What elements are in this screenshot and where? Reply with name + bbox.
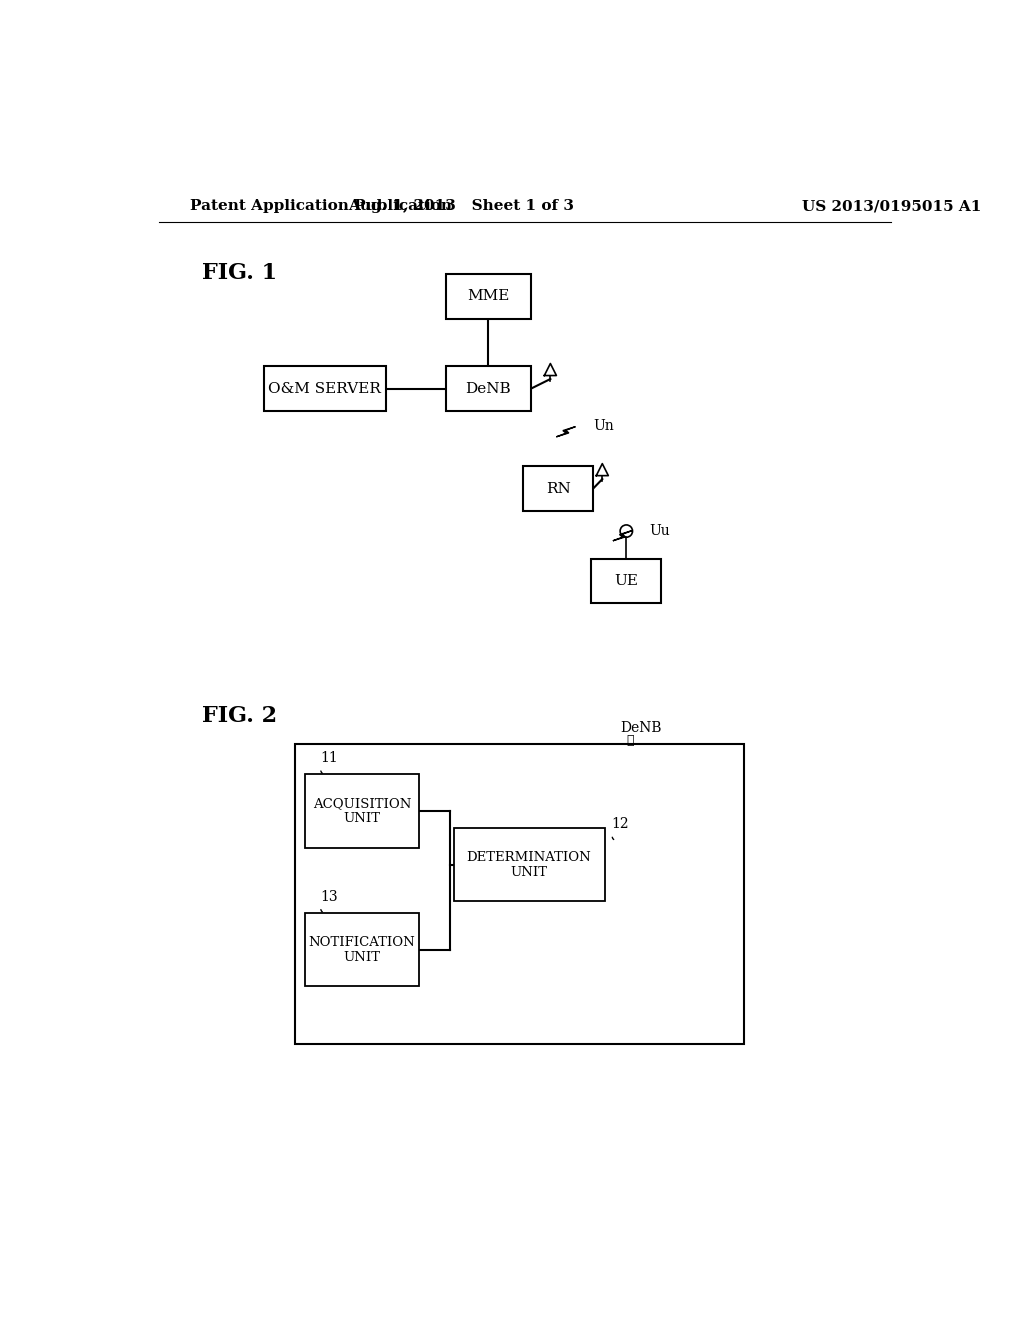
Text: 13: 13 [321, 890, 338, 904]
Text: DeNB: DeNB [621, 721, 662, 734]
Text: FIG. 1: FIG. 1 [202, 263, 276, 284]
Text: FIG. 2: FIG. 2 [202, 705, 276, 727]
Bar [454, 829, 604, 902]
Text: 12: 12 [611, 817, 629, 832]
Bar [305, 775, 420, 847]
Text: Aug. 1, 2013   Sheet 1 of 3: Aug. 1, 2013 Sheet 1 of 3 [348, 199, 574, 213]
Text: ACQUISITION
UNIT: ACQUISITION UNIT [313, 797, 412, 825]
Polygon shape [613, 531, 632, 541]
Bar [263, 367, 386, 411]
Text: Un: Un [593, 420, 613, 433]
Bar [592, 558, 662, 603]
Text: DETERMINATION
UNIT: DETERMINATION UNIT [467, 851, 592, 879]
Text: RN: RN [546, 482, 570, 496]
Text: DeNB: DeNB [466, 381, 511, 396]
Text: US 2013/0195015 A1: US 2013/0195015 A1 [802, 199, 982, 213]
Bar [523, 466, 593, 511]
Text: ⎷: ⎷ [627, 734, 634, 747]
Text: UE: UE [614, 574, 638, 589]
Text: Patent Application Publication: Patent Application Publication [190, 199, 452, 213]
Bar [295, 743, 744, 1044]
Text: NOTIFICATION
UNIT: NOTIFICATION UNIT [308, 936, 416, 964]
Bar [445, 367, 531, 411]
Text: 11: 11 [321, 751, 338, 766]
Bar [445, 275, 531, 318]
Text: MME: MME [467, 289, 510, 304]
Bar [305, 913, 420, 986]
Text: Uu: Uu [649, 524, 670, 539]
Text: O&M SERVER: O&M SERVER [268, 381, 381, 396]
Polygon shape [556, 426, 575, 437]
